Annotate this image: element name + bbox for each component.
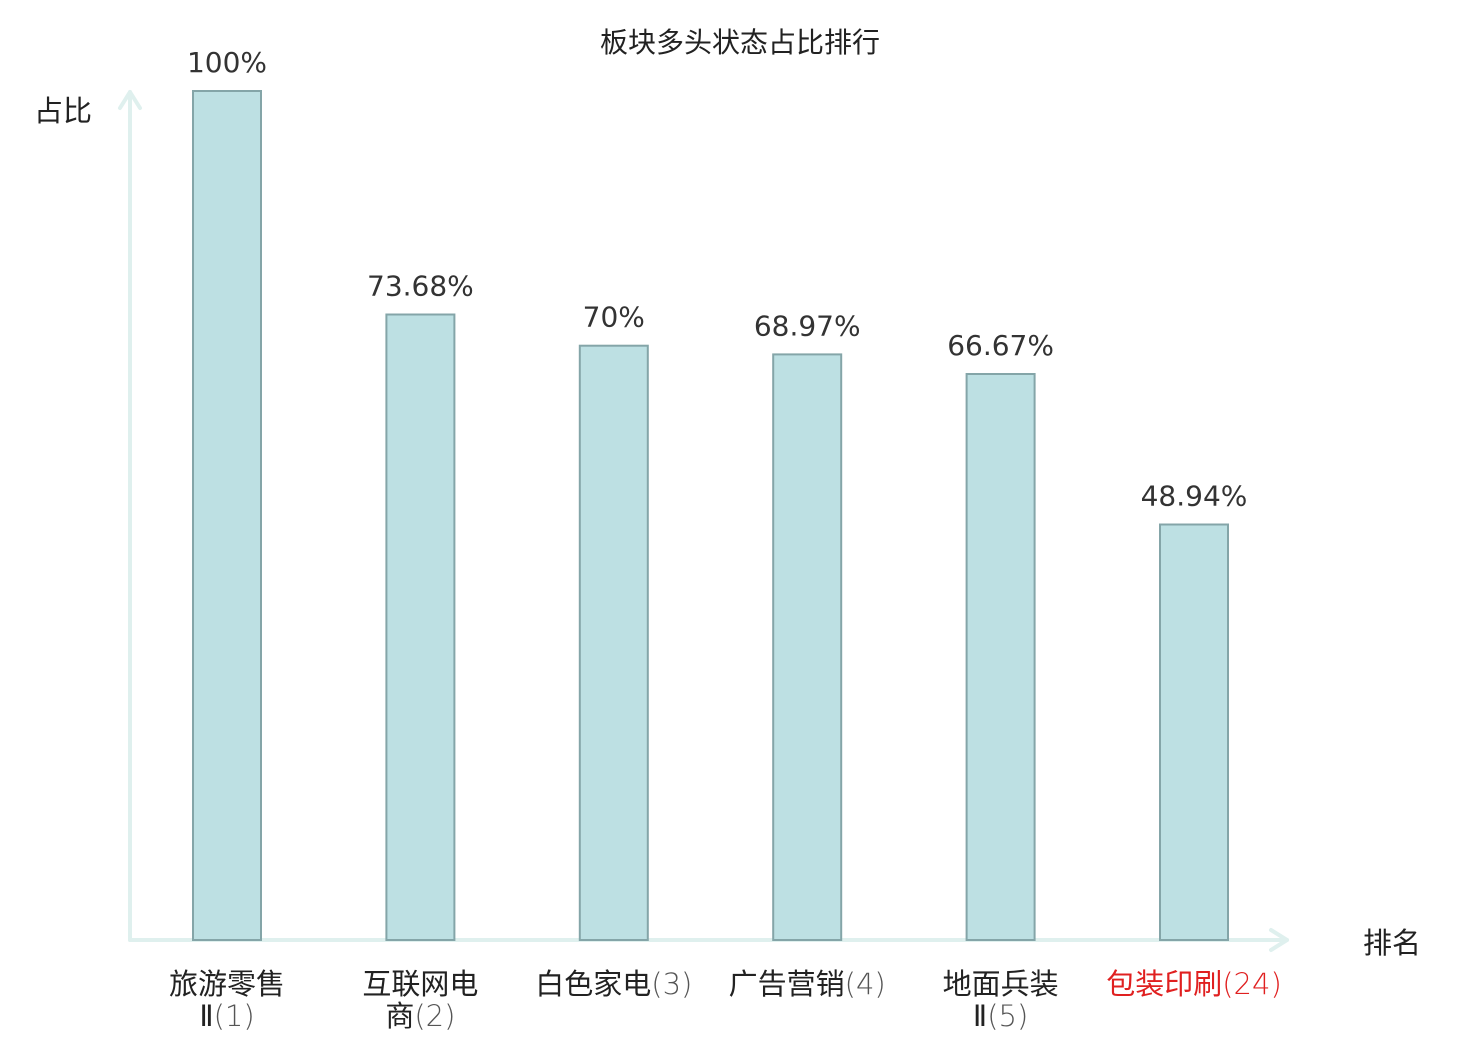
bar (385, 313, 456, 941)
bar (772, 353, 843, 941)
bar-value-label: 70% (583, 301, 645, 334)
category-label: Ⅱ(5) (973, 999, 1028, 1033)
category-label: 商(2) (385, 999, 455, 1033)
category-label: 互联网电 (362, 967, 478, 1001)
category-label: 旅游零售 (169, 967, 285, 1001)
x-axis-arrow (1269, 928, 1289, 952)
y-axis-arrow (118, 90, 142, 110)
category-label: 包装印刷(24) (1106, 967, 1282, 1001)
bar-value-label: 66.67% (947, 329, 1054, 362)
bar (192, 90, 262, 941)
x-axis-label: 排名 (1363, 926, 1421, 960)
bar-value-label: 100% (187, 46, 267, 79)
bar-value-label: 68.97% (754, 309, 861, 342)
y-axis-label: 占比 (34, 94, 92, 128)
bar (965, 373, 1036, 941)
bars-group (192, 90, 1229, 941)
bar (578, 344, 649, 941)
chart-title: 板块多头状态占比排行 (600, 26, 880, 59)
category-label: 地面兵装 (943, 967, 1059, 1001)
bar (1159, 523, 1229, 941)
axes (118, 90, 1289, 952)
bar-value-label: 48.94% (1141, 480, 1248, 513)
category-label: Ⅱ(1) (199, 999, 254, 1033)
bar-value-label: 73.68% (367, 270, 474, 303)
value-labels-group: 100% 73.68% 70% 68.97% 66.67% 48.94% (187, 46, 1247, 513)
category-label: 广告营销(4) (729, 967, 886, 1001)
category-label: 白色家电(3) (535, 967, 692, 1001)
